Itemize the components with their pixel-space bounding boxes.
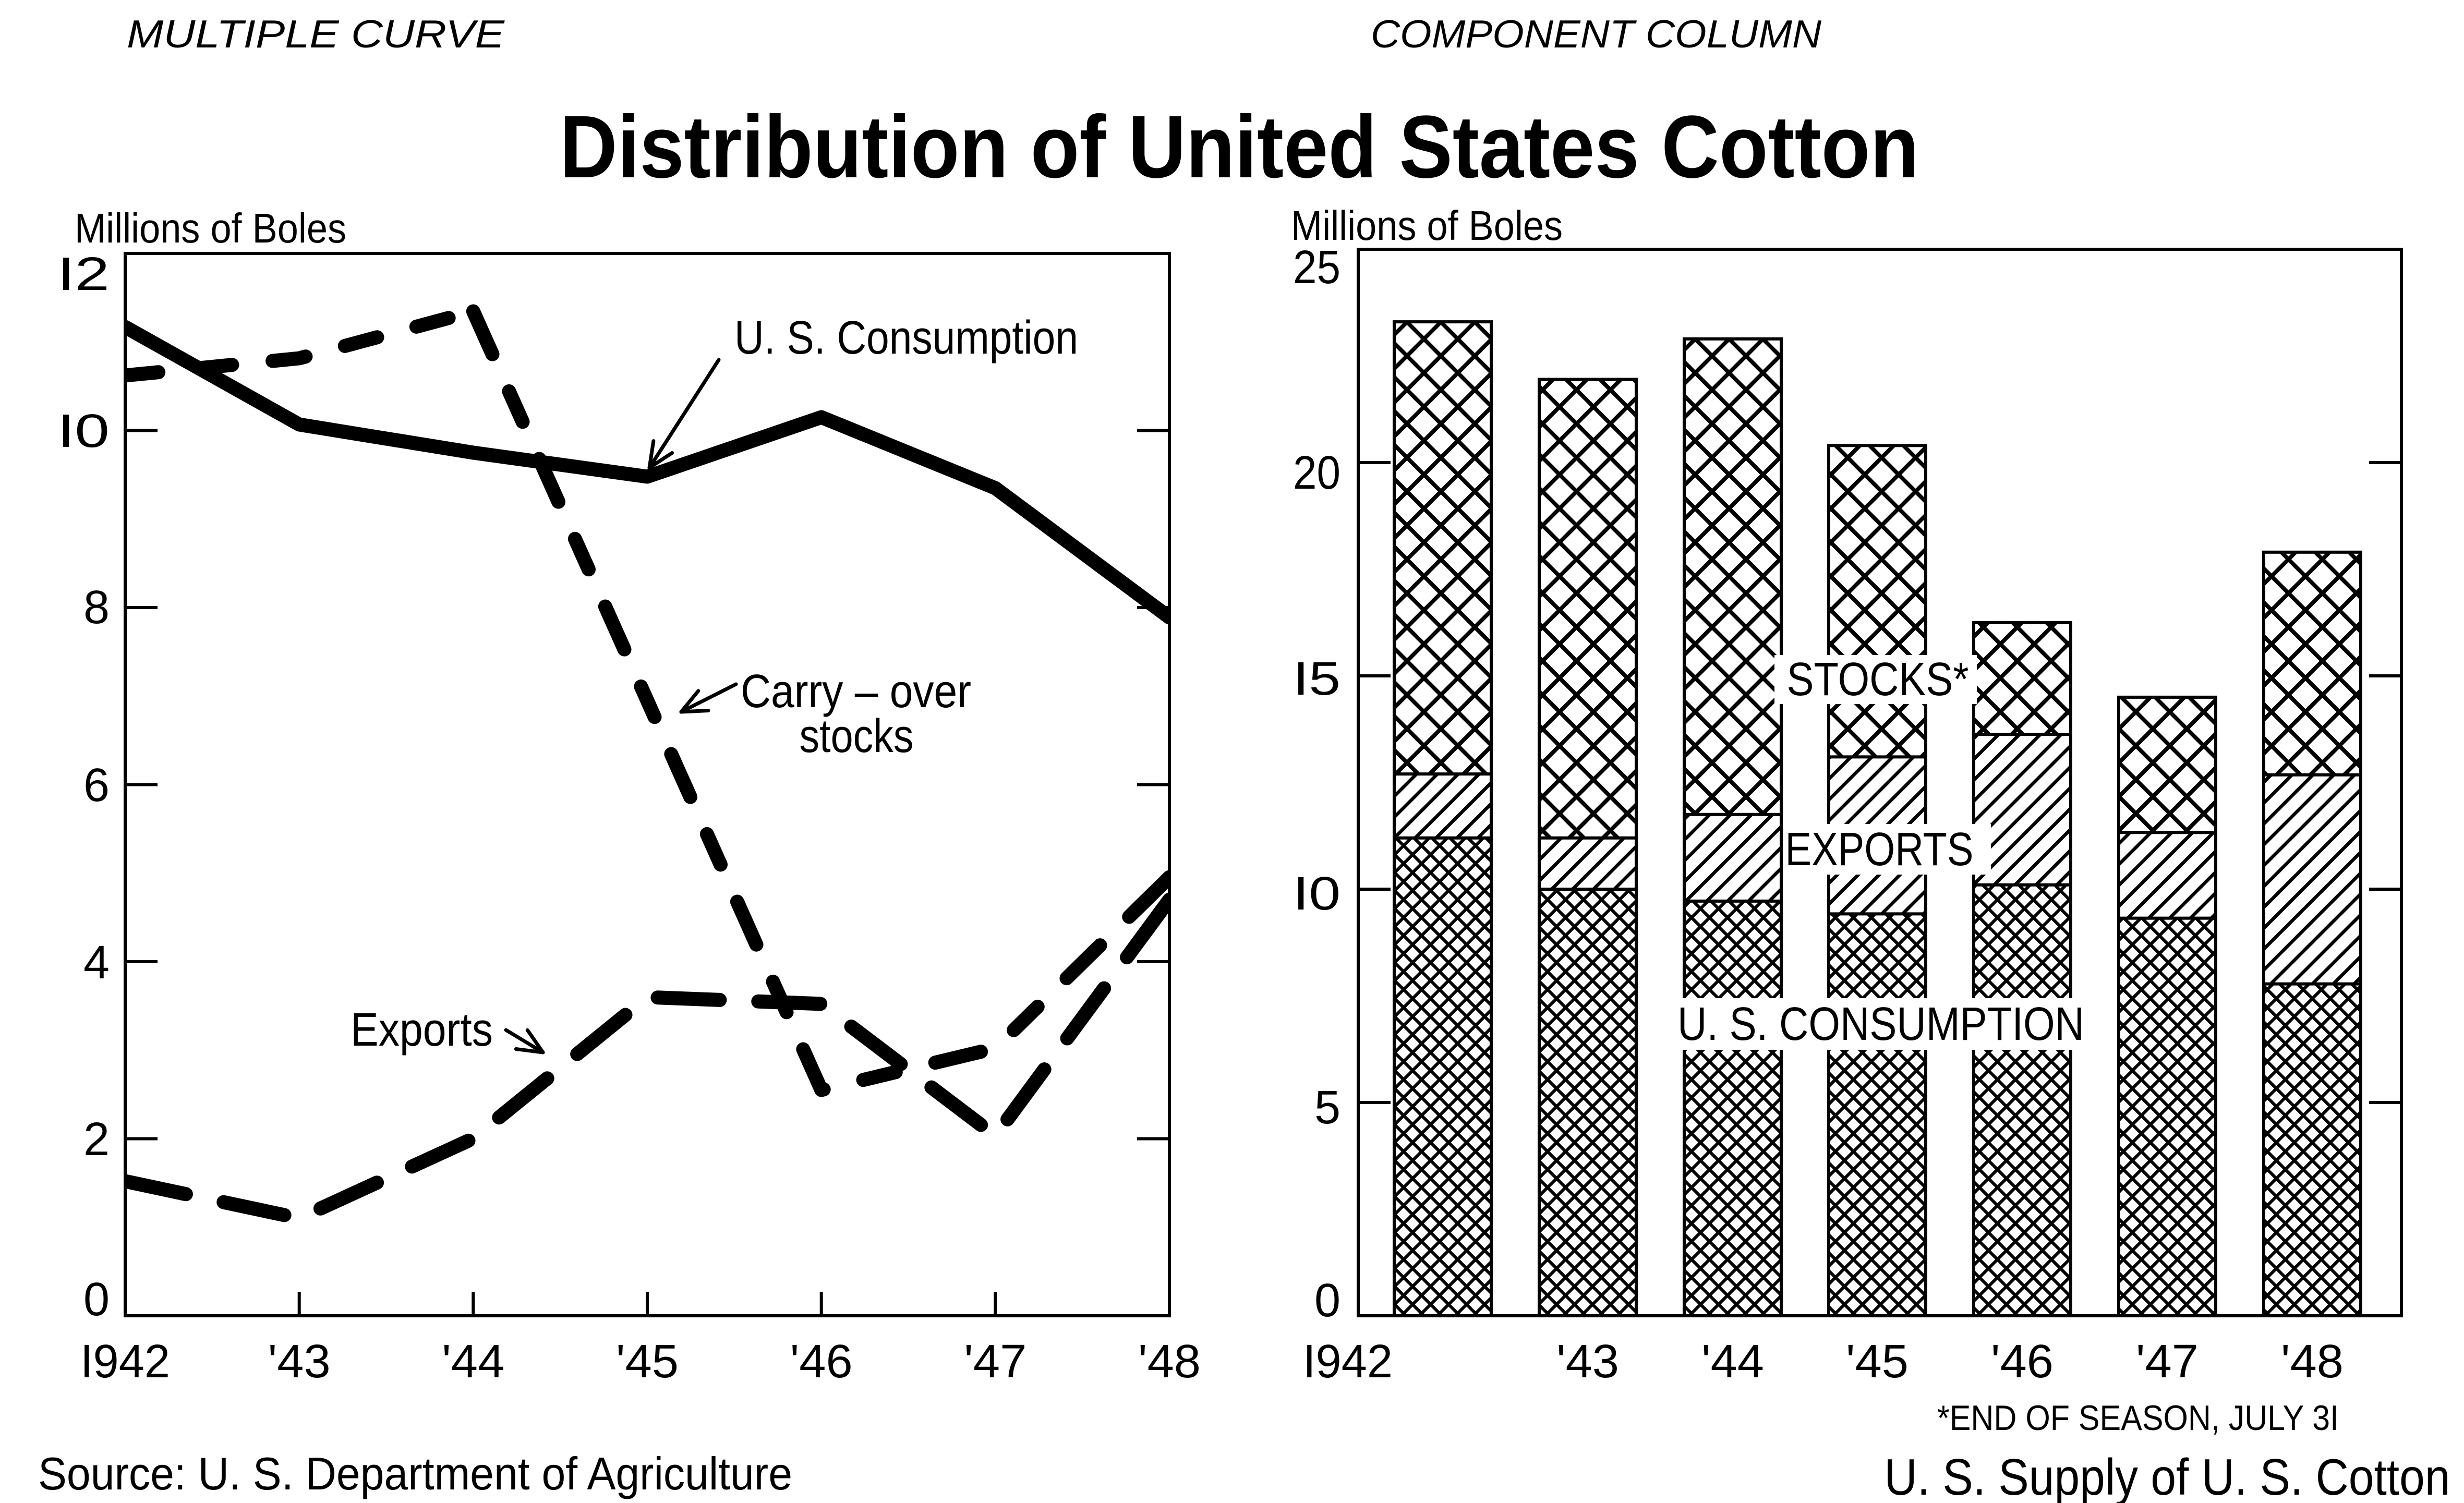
svg-text:Carry – over: Carry – over [741, 665, 971, 718]
svg-text:'44: '44 [1701, 1336, 1764, 1388]
svg-text:I942: I942 [1303, 1336, 1393, 1388]
svg-text:STOCKS*: STOCKS* [1787, 653, 1969, 706]
svg-text:5: 5 [1314, 1082, 1340, 1134]
svg-text:0: 0 [83, 1274, 110, 1326]
svg-text:'46: '46 [790, 1336, 853, 1388]
svg-text:8: 8 [83, 581, 110, 634]
svg-text:'46: '46 [1991, 1336, 2054, 1388]
svg-text:Millions of Boles: Millions of Boles [1291, 202, 1563, 249]
svg-text:Source: U. S. Department of Ag: Source: U. S. Department of Agriculture [38, 1448, 792, 1499]
svg-text:'45: '45 [1846, 1336, 1909, 1388]
svg-text:EXPORTS: EXPORTS [1785, 823, 1974, 876]
svg-text:4: 4 [83, 937, 110, 989]
svg-text:Exports: Exports [351, 1004, 493, 1056]
svg-text:U. S. Consumption: U. S. Consumption [734, 312, 1078, 364]
svg-text:'47: '47 [2136, 1336, 2199, 1388]
svg-text:0: 0 [1314, 1275, 1340, 1327]
svg-text:'47: '47 [964, 1336, 1026, 1388]
svg-text:'48: '48 [2281, 1336, 2344, 1388]
svg-text:I2: I2 [57, 248, 110, 300]
svg-text:Distribution of United States: Distribution of United States Cotton [560, 98, 1919, 197]
svg-text:I942: I942 [80, 1336, 170, 1388]
svg-text:I0: I0 [57, 405, 110, 457]
svg-text:MULTIPLE CURVE: MULTIPLE CURVE [127, 12, 505, 56]
svg-text:I0: I0 [1293, 868, 1340, 920]
svg-text:stocks: stocks [800, 710, 914, 762]
svg-text:U. S. CONSUMPTION: U. S. CONSUMPTION [1677, 998, 2084, 1050]
svg-text:'43: '43 [268, 1336, 331, 1388]
svg-text:'44: '44 [442, 1336, 504, 1388]
svg-text:COMPONENT COLUMN: COMPONENT COLUMN [1371, 12, 1822, 56]
svg-text:'48: '48 [1138, 1336, 1201, 1388]
svg-text:'43: '43 [1556, 1336, 1619, 1388]
svg-text:'45: '45 [616, 1336, 679, 1388]
svg-text:*END OF SEASON, JULY 3I: *END OF SEASON, JULY 3I [1937, 1398, 2339, 1438]
svg-text:6: 6 [83, 759, 110, 811]
svg-text:I5: I5 [1293, 653, 1340, 705]
svg-text:2: 2 [83, 1113, 110, 1166]
svg-text:U. S. Supply of U. S. Cotton: U. S. Supply of U. S. Cotton [1885, 1448, 2450, 1503]
svg-text:Millions of Boles: Millions of Boles [75, 205, 346, 251]
svg-text:25: 25 [1293, 241, 1340, 294]
svg-text:20: 20 [1293, 447, 1340, 499]
